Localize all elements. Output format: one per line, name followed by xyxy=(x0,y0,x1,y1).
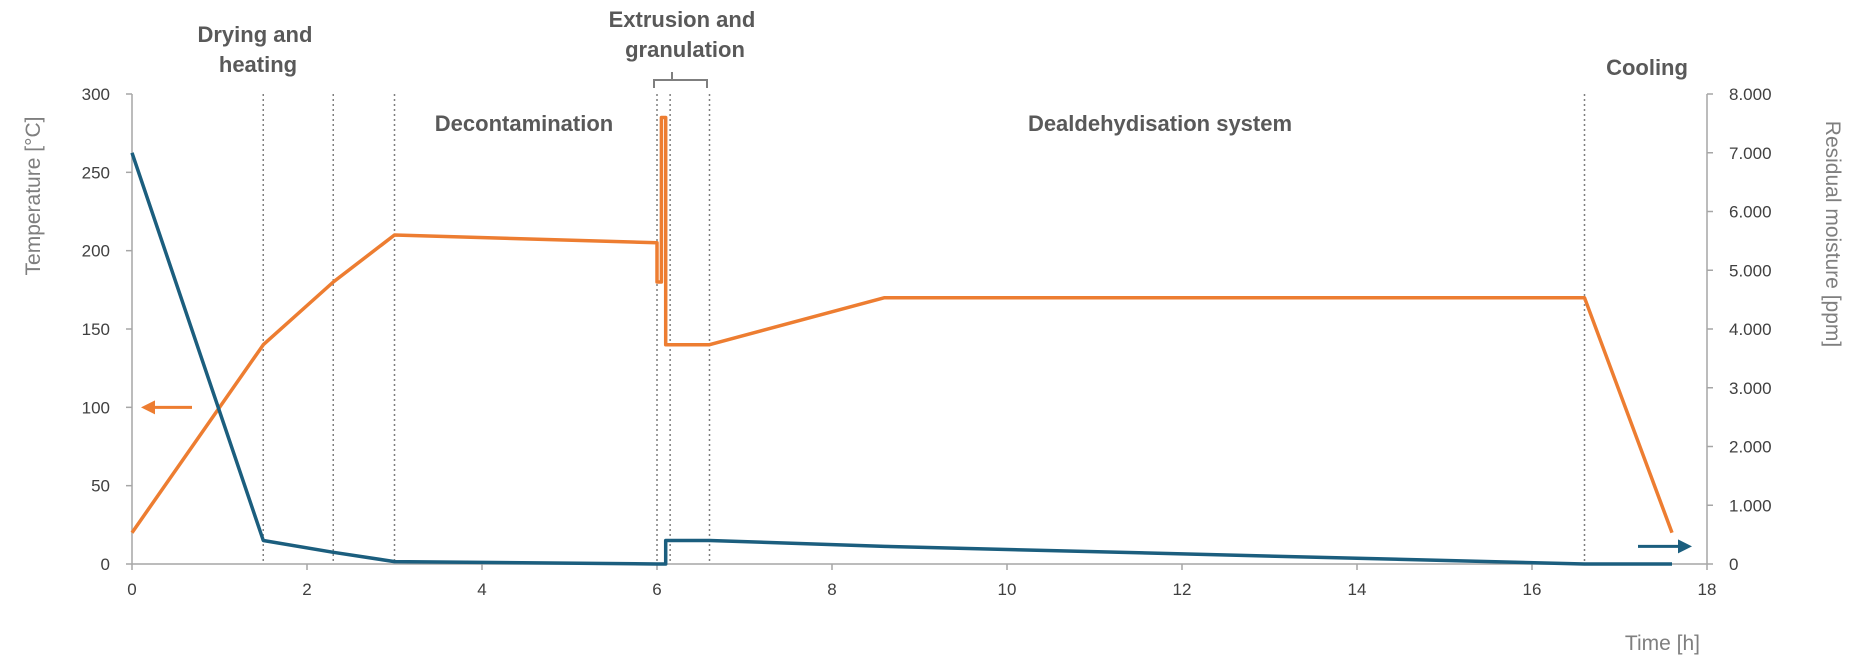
right-axis-arrow-icon xyxy=(1678,539,1692,554)
x-tick-label-4: 8 xyxy=(827,580,836,599)
x-tick-label-6: 12 xyxy=(1173,580,1192,599)
x-tick-label-5: 10 xyxy=(998,580,1017,599)
y-axis-right-label: Residual moisture [ppm] xyxy=(1821,121,1844,347)
y-left-tick-label-2: 100 xyxy=(82,398,110,417)
y-left-tick-label-6: 300 xyxy=(82,85,110,104)
x-axis-label: Time [h] xyxy=(1625,632,1700,655)
x-tick-label-2: 4 xyxy=(477,580,486,599)
y-right-tick-label-6: 6.000 xyxy=(1729,203,1772,222)
y-right-tick-label-2: 2.000 xyxy=(1729,438,1772,457)
y-right-tick-label-7: 7.000 xyxy=(1729,144,1772,163)
y-left-tick-label-5: 250 xyxy=(82,163,110,182)
y-right-tick-label-3: 3.000 xyxy=(1729,379,1772,398)
left-axis-arrow-icon xyxy=(141,400,155,415)
x-tick-label-1: 2 xyxy=(302,580,311,599)
phase-label-cooling: Cooling xyxy=(1606,55,1688,80)
x-tick-label-3: 6 xyxy=(652,580,661,599)
x-tick-label-7: 14 xyxy=(1348,580,1367,599)
y-left-tick-label-0: 0 xyxy=(101,555,110,574)
y-right-tick-label-4: 4.000 xyxy=(1729,320,1772,339)
axis-indicators xyxy=(141,400,1692,554)
y-right-tick-label-8: 8.000 xyxy=(1729,85,1772,104)
extrusion-bracket xyxy=(653,72,708,88)
temperature-line xyxy=(130,115,1674,534)
y-left-tick-label-3: 150 xyxy=(82,320,110,339)
x-tick-label-8: 16 xyxy=(1523,580,1542,599)
y-right-tick-label-1: 1.000 xyxy=(1729,496,1772,515)
phase-boundary-lines xyxy=(262,94,1586,564)
phase-label-extrusion-granulation: Extrusion and granulation xyxy=(609,7,762,62)
y-right-tick-label-0: 0 xyxy=(1729,555,1738,574)
y-left-tick-label-4: 200 xyxy=(82,242,110,261)
x-tick-label-9: 18 xyxy=(1698,580,1717,599)
tick-labels: 0 2 4 6 8 10 12 14 16 18 0 50 100 150 200 250 300 0 1.000 2… xyxy=(82,85,1772,599)
x-tick-label-0: 0 xyxy=(127,580,136,599)
phase-label-dealdehydisation: Dealdehydisation system xyxy=(1028,111,1292,136)
phase-label-decontamination: Decontamination xyxy=(435,111,613,136)
y-left-tick-label-1: 50 xyxy=(91,477,110,496)
plot-frame xyxy=(126,93,1713,570)
y-right-tick-label-5: 5.000 xyxy=(1729,261,1772,280)
phase-labels: Drying and heating Decontamination Extru… xyxy=(197,7,1687,136)
phase-label-drying-heating: Drying and heating xyxy=(197,22,318,77)
moisture-line xyxy=(130,152,1672,566)
series-layer xyxy=(130,115,1674,566)
y-axis-left-label: Temperature [°C] xyxy=(22,117,45,276)
